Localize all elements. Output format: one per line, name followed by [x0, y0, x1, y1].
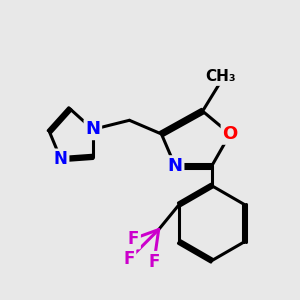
Text: F: F: [128, 230, 139, 248]
Text: CH₃: CH₃: [206, 69, 236, 84]
Text: O: O: [222, 125, 238, 143]
Text: N: N: [168, 157, 183, 175]
Text: N: N: [85, 120, 100, 138]
Text: F: F: [148, 253, 160, 271]
Text: F: F: [123, 250, 135, 268]
Text: N: N: [54, 150, 68, 168]
